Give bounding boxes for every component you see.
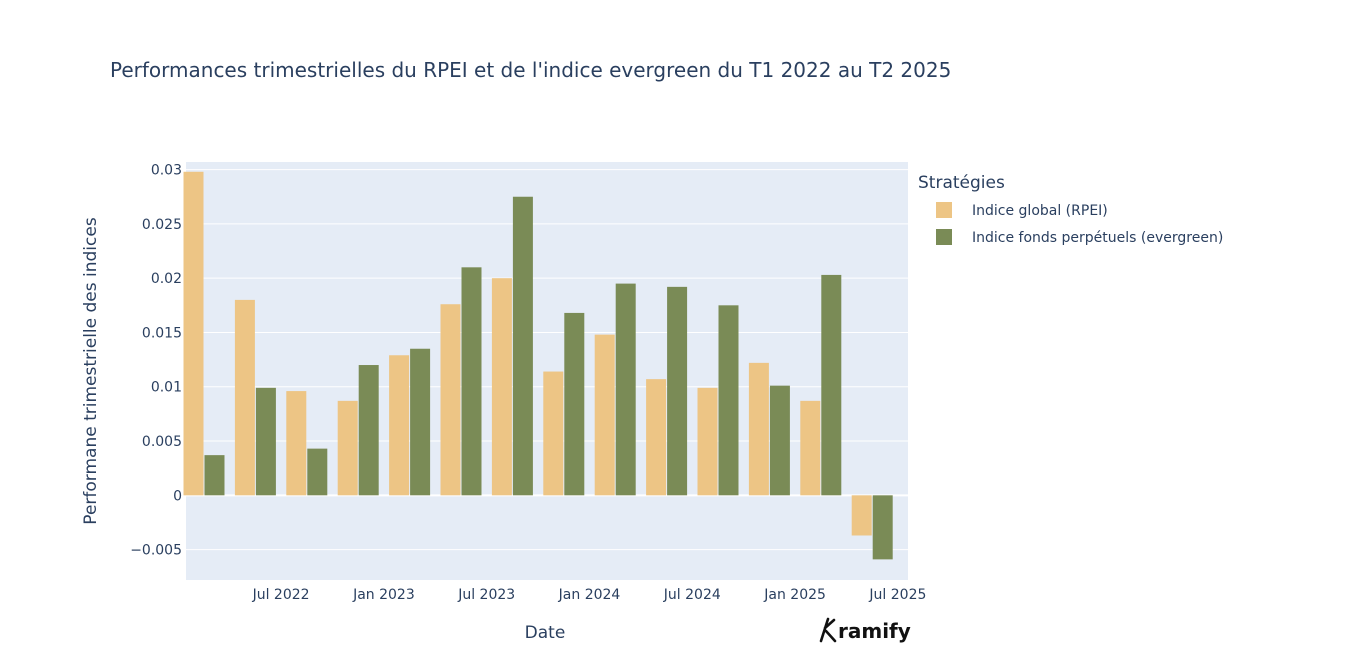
y-tick-label: 0.015 [142,325,182,341]
legend-item-evergreen[interactable]: Indice fonds perpétuels (evergreen) [936,229,1223,246]
grid-lines [186,169,908,551]
bars [183,171,893,560]
x-tick-label: Jan 2023 [352,587,415,603]
bar-evergreen [615,283,636,496]
x-tick-label: Jul 2024 [663,587,721,603]
bar-rpei [491,278,512,496]
y-tick-label: 0.005 [142,434,182,450]
ramify-logo: ramify [819,617,911,643]
bar-rpei [851,495,872,536]
x-axis-title: Date [525,623,566,643]
bar-rpei [748,362,769,496]
legend[interactable]: Stratégies Indice global (RPEI) Indice f… [918,173,1223,246]
bar-evergreen [821,274,842,496]
plot-area [186,162,908,580]
bar-rpei [337,400,358,496]
bar-rpei [800,400,821,496]
bar-rpei [543,371,564,496]
bar-evergreen [718,305,739,496]
y-tick-label: −0.005 [130,543,182,559]
x-axis-ticks: Jul 2022 Jan 2023 Jul 2023 Jan 2024 Jul 2024… [252,587,927,603]
bar-evergreen [307,448,328,496]
bar-evergreen [461,267,482,496]
bar-evergreen [204,455,225,496]
ramify-logo-icon [819,617,837,643]
chart-title: Performances trimestrielles du RPEI et d… [110,58,951,82]
y-tick-label: 0.01 [151,380,182,396]
bar-evergreen [667,286,688,496]
bar-evergreen [255,387,276,496]
legend-title: Stratégies [918,173,1005,193]
bar-rpei [440,304,461,496]
legend-swatch-evergreen [936,229,952,245]
legend-swatch-rpei [936,202,952,218]
y-tick-label: 0.025 [142,217,182,233]
bar-rpei [594,334,615,496]
bar-rpei [646,379,667,496]
bar-evergreen [410,348,431,496]
bar-evergreen [512,196,533,496]
bar-rpei [234,299,255,496]
x-tick-label: Jan 2025 [763,587,826,603]
y-tick-label: 0.03 [151,163,182,179]
bar-rpei [286,391,307,496]
y-tick-label: 0 [173,488,182,504]
y-axis-ticks: −0.005 0 0.005 0.01 0.015 0.02 0.025 0.03 [130,163,182,559]
bar-evergreen [358,365,379,496]
x-tick-label: Jul 2022 [252,587,310,603]
bar-evergreen [872,495,893,560]
legend-label-evergreen: Indice fonds perpétuels (evergreen) [972,230,1223,246]
legend-item-rpei[interactable]: Indice global (RPEI) [936,202,1108,219]
x-tick-label: Jan 2024 [558,587,621,603]
legend-label-rpei: Indice global (RPEI) [972,203,1108,219]
bar-evergreen [564,312,585,496]
bar-evergreen [769,385,790,496]
bar-rpei [697,387,718,496]
x-tick-label: Jul 2023 [457,587,515,603]
ramify-logo-text: ramify [838,619,911,643]
y-axis-title: Performane trimestrielle des indices [81,217,101,525]
x-tick-label: Jul 2025 [868,587,926,603]
y-tick-label: 0.02 [151,271,182,287]
bar-rpei [389,355,410,496]
bar-rpei [183,171,204,496]
